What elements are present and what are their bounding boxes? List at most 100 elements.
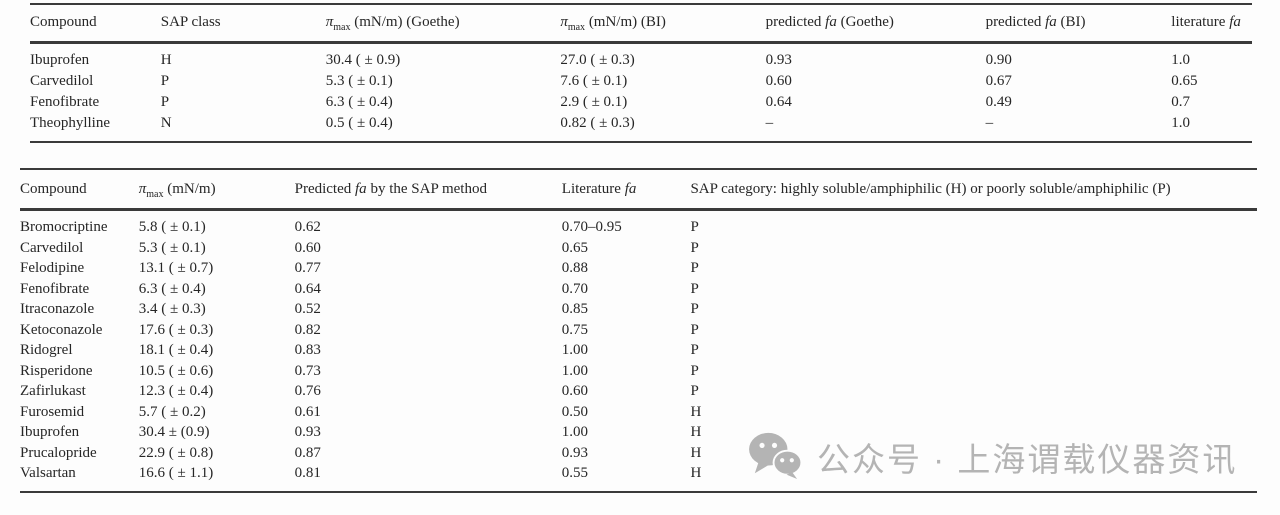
cell: 22.9 ( ± 0.8) [138,444,214,461]
cell: 0.82 ( ± 0.3) [560,115,635,131]
cell: P [690,239,699,256]
wechat-icon [748,431,803,484]
cell: 27.0 ( ± 0.3) [560,52,635,68]
cell: 12.3 ( ± 0.4) [138,383,214,399]
table-row: Bromocriptine 5.8 ( ± 0.1) 0.62 0.70–0.95 P [20,210,1257,238]
table-row: Fenofibrate 6.3 ( ± 0.4) 0.64 0.70 P [20,279,1257,300]
table-row: Ridogrel 18.1 ( ± 0.4) 0.83 1.00 P [20,340,1257,361]
table-row: Theophylline N 0.5 ( ± 0.4) 0.82 ( ± 0.3) – –… [30,113,1252,142]
cell: 0.81 [294,465,321,481]
cell: 1.00 [561,342,589,358]
cell: Carvedilol [30,73,94,89]
cell: Ketoconazole [20,321,103,338]
cell: 1.00 [561,424,589,440]
column-header-4: πmax (mN/m) (BI) [560,4,766,44]
column-header-2: SAP class [160,4,326,44]
cell: Valsartan [20,465,76,481]
cell: 0.77 [294,260,321,276]
column-header-5: predicted fa (Goethe) [765,4,986,44]
cell: 6.3 ( ± 0.4) [325,94,393,110]
cell: 0.82 [294,321,321,338]
cell: 0.90 [985,52,1012,68]
cell: 0.49 [985,94,1012,110]
table-row: Carvedilol P 5.3 ( ± 0.1) 7.6 ( ± 0.1) 0.60 0… [30,71,1252,92]
column-header-4: Literature fa [561,169,691,211]
table-row: Risperidone 10.5 ( ± 0.6) 0.73 1.00 P [20,361,1257,382]
cell: 6.3 ( ± 0.4) [138,280,206,297]
cell: Carvedilol [20,239,84,256]
column-header-1: Compound [30,4,161,44]
cell: 5.7 ( ± 0.2) [138,403,206,420]
column-header-1: Compound [20,169,139,211]
cell: Bromocriptine [20,219,108,235]
cell: 0.61 [294,403,321,420]
table-header-row: Compound SAP class πmax (mN/m) (Goethe) πma… [30,4,1252,44]
watermark: 公众号 · 上海谓载仪器资讯 [748,430,1237,484]
table-row: Ibuprofen H 30.4 ( ± 0.9) 27.0 ( ± 0.3) 0.93… [30,43,1252,72]
cell: P [690,301,699,317]
cell: 0.73 [294,362,321,379]
cell: Prucalopride [20,444,97,461]
cell: 0.70 [561,280,589,297]
cell: 1.0 [1171,115,1191,131]
cell: 0.75 [561,321,589,338]
cell: H [690,444,702,461]
cell: P [690,260,699,276]
cell: 30.4 ± (0.9) [138,424,210,440]
cell: H [160,52,172,68]
table-row: Carvedilol 5.3 ( ± 0.1) 0.60 0.65 P [20,238,1257,259]
cell: Fenofibrate [20,280,90,297]
table-row: Ibuprofen 30.4 ± (0.9) 0.93 1.00 H [20,422,1257,443]
cell: 7.6 ( ± 0.1) [560,73,628,89]
table-row: Prucalopride 22.9 ( ± 0.8) 0.87 0.93 H [20,443,1257,464]
cell: 0.65 [1171,73,1198,89]
cell: 0.67 [985,73,1012,89]
table-row: Valsartan 16.6 ( ± 1.1) 0.81 0.55 H [20,463,1257,492]
cell: 0.50 [561,403,589,420]
cell: P [690,321,699,338]
cell: – [985,115,994,131]
sap-method-prediction-table: Compound πmax (mN/m) Predicted fa by the S… [20,168,1257,493]
cell: 16.6 ( ± 1.1) [138,465,214,481]
cell: 0.65 [561,239,589,256]
table-header-row: Compound πmax (mN/m) Predicted fa by the S… [20,169,1257,211]
cell: Itraconazole [20,301,95,317]
cell: 13.1 ( ± 0.7) [138,260,214,276]
cell: P [160,94,170,110]
table-row: Zafirlukast 12.3 ( ± 0.4) 0.76 0.60 P [20,381,1257,402]
cell: 5.8 ( ± 0.1) [138,219,206,235]
cell: 18.1 ( ± 0.4) [138,342,214,358]
cell: Furosemid [20,403,85,420]
sap-goethe-bi-comparison-table: Compound SAP class πmax (mN/m) (Goethe) πma… [30,3,1252,143]
cell: P [690,362,699,379]
cell: 17.6 ( ± 0.3) [138,321,214,338]
cell: H [690,403,702,420]
cell: Ibuprofen [20,424,80,440]
cell: 0.70–0.95 [561,219,622,235]
cell: 0.93 [561,444,589,461]
cell: 0.64 [294,280,321,297]
cell: – [765,115,774,131]
cell: 0.62 [294,219,321,235]
cell: 10.5 ( ± 0.6) [138,362,214,379]
cell: 0.88 [561,260,589,276]
cell: 3.4 ( ± 0.3) [138,301,206,317]
table-row: Felodipine 13.1 ( ± 0.7) 0.77 0.88 P [20,258,1257,279]
cell: 5.3 ( ± 0.1) [138,239,206,256]
cell: H [690,424,702,440]
cell: Zafirlukast [20,383,86,399]
cell: Fenofibrate [30,94,100,110]
column-header-3: Predicted fa by the SAP method [294,169,562,211]
cell: H [690,465,702,481]
cell: Ridogrel [20,342,73,358]
cell: 1.0 [1171,52,1191,68]
table-row: Ketoconazole 17.6 ( ± 0.3) 0.82 0.75 P [20,320,1257,341]
column-header-2: πmax (mN/m) [138,169,295,211]
cell: 1.00 [561,362,589,379]
cell: 0.60 [561,383,589,399]
cell: 0.7 [1171,94,1191,110]
cell: 0.60 [765,73,792,89]
column-header-3: πmax (mN/m) (Goethe) [325,4,561,44]
cell: Theophylline [30,115,110,131]
cell: 30.4 ( ± 0.9) [325,52,401,68]
